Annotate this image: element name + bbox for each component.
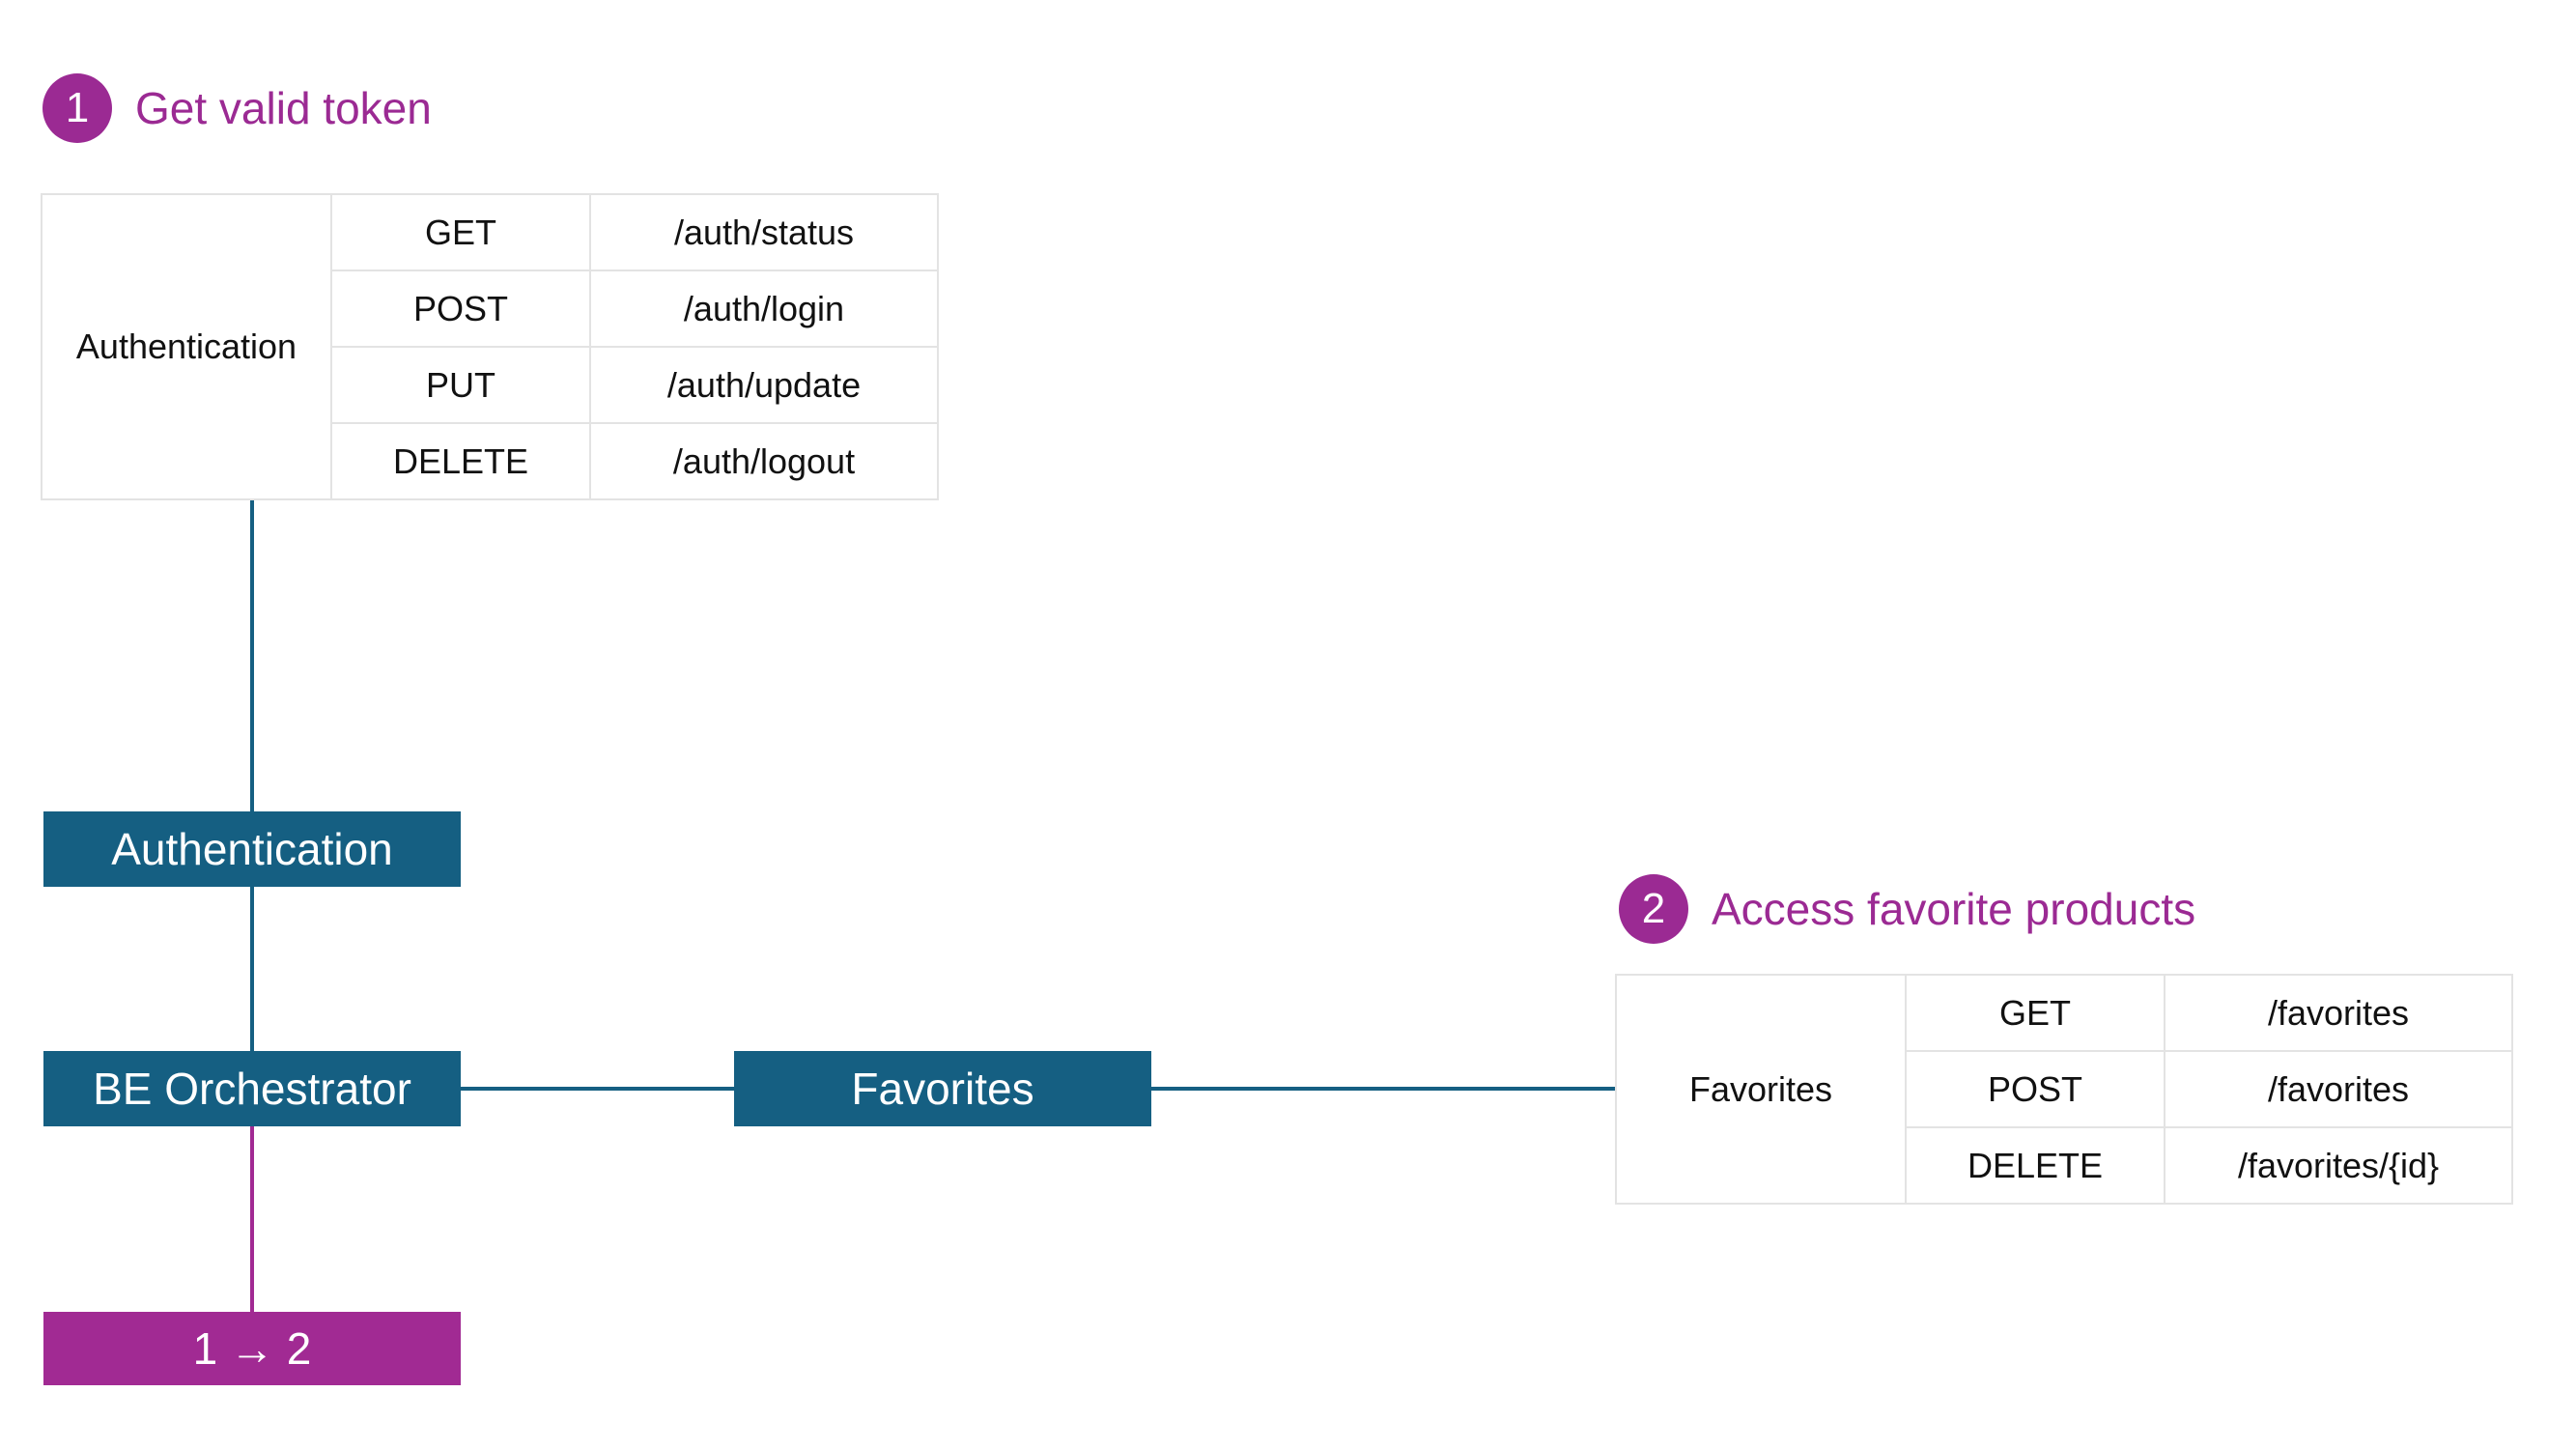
favorites-path-cell: /favorites — [2164, 1050, 2513, 1128]
auth-group-label: Authentication — [41, 193, 332, 500]
favorites-path-cell: /favorites/{id} — [2164, 1126, 2513, 1205]
favorites-method-cell: GET — [1905, 974, 2166, 1052]
favorites-method-cell: POST — [1905, 1050, 2166, 1128]
authentication-node: Authentication — [43, 811, 461, 887]
sequence-node: 1 → 2 — [43, 1312, 461, 1385]
auth-method-cell: DELETE — [330, 422, 591, 500]
step-2-title: Access favorite products — [1712, 884, 2196, 934]
auth-method-cell: POST — [330, 270, 591, 348]
auth-endpoints-table: Authentication GET /auth/status POST /au… — [41, 193, 939, 500]
favorites-path-cell: /favorites — [2164, 974, 2513, 1052]
auth-method-cell: GET — [330, 193, 591, 271]
step-2-heading: 2 Access favorite products — [1619, 874, 2195, 944]
step-1-title: Get valid token — [135, 83, 432, 133]
auth-path-cell: /auth/login — [589, 270, 939, 348]
auth-path-cell: /auth/status — [589, 193, 939, 271]
favorites-method-cell: DELETE — [1905, 1126, 2166, 1205]
auth-path-cell: /auth/logout — [589, 422, 939, 500]
be-orchestrator-node: BE Orchestrator — [43, 1051, 461, 1126]
auth-path-cell: /auth/update — [589, 346, 939, 424]
favorites-endpoints-table: Favorites GET /favorites POST /favorites… — [1615, 974, 2513, 1205]
auth-method-cell: PUT — [330, 346, 591, 424]
favorites-group-label: Favorites — [1615, 974, 1907, 1205]
step-2-number-badge: 2 — [1619, 874, 1688, 944]
step-1-heading: 1 Get valid token — [42, 73, 432, 143]
favorites-node: Favorites — [734, 1051, 1151, 1126]
step-1-number-badge: 1 — [42, 73, 112, 143]
